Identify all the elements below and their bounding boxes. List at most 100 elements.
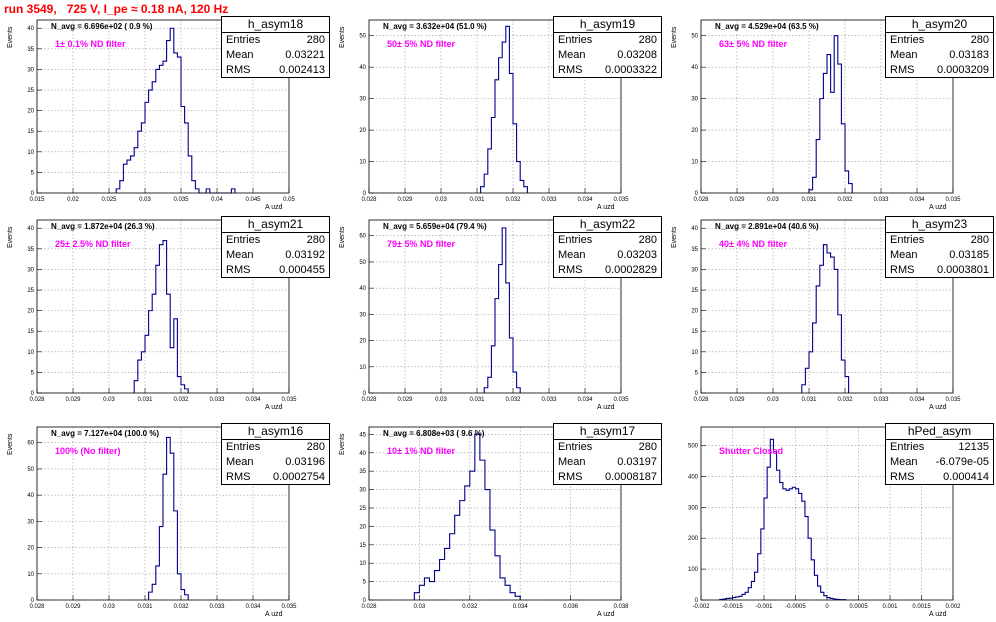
x-tick-label: 0.03 xyxy=(103,604,115,610)
y-tick-label: 40 xyxy=(27,493,34,499)
y-tick-label: 30 xyxy=(691,97,698,103)
stat-label: RMS xyxy=(890,264,915,276)
n-avg-label: N_avg = 3.632e+04 (51.0 %) xyxy=(383,22,487,31)
filter-label: 100% (No filter) xyxy=(55,446,121,456)
stat-row-entries: Entries 280 xyxy=(226,33,325,48)
x-tick-label: 0.03 xyxy=(139,197,151,203)
stat-value: 280 xyxy=(306,234,325,246)
n-avg-label: N_avg = 6.808e+03 ( 9.6 %) xyxy=(383,429,485,438)
y-tick-label: 400 xyxy=(688,474,699,480)
x-tick-label: 0.029 xyxy=(729,197,745,203)
stat-row-mean: Mean 0.03203 xyxy=(558,248,657,263)
plot-frame xyxy=(700,219,954,394)
x-axis-label: A uzd xyxy=(265,204,283,211)
y-tick-label: 30 xyxy=(359,488,366,494)
x-tick-label: 0.033 xyxy=(541,197,557,203)
stat-value: 0.03208 xyxy=(617,49,657,61)
x-tick-label: 0.032 xyxy=(837,397,853,403)
x-axis-label: A uzd xyxy=(597,204,615,211)
x-tick-label: 0.038 xyxy=(613,604,629,610)
x-axis-label: A uzd xyxy=(929,204,947,211)
x-tick-label: 0.031 xyxy=(801,397,817,403)
y-tick-label: 10 xyxy=(691,160,698,166)
stat-box: h_asym21 Entries 280 Mean 0.03192 RMS 0.000455 xyxy=(221,216,330,278)
x-tick-label: 0.015 xyxy=(29,197,45,203)
y-tick-label: 40 xyxy=(691,65,698,71)
histogram-plot: 0.028 0.029 0.03 0.031 0.032 0.033 0.034 0.035 0… xyxy=(691,219,961,403)
stat-box: h_asym20 Entries 280 Mean 0.03183 RMS 0.000320… xyxy=(885,16,994,78)
y-tick-label: 40 xyxy=(359,286,366,292)
stat-row-mean: Mean 0.03208 xyxy=(558,48,657,63)
x-tick-label: 0.028 xyxy=(361,197,377,203)
histogram-pad: 0.028 0.029 0.03 0.031 0.032 0.033 0.034 0.035 0… xyxy=(664,208,996,415)
x-tick-label: 0.03 xyxy=(435,197,447,203)
stat-label: Entries xyxy=(226,441,261,453)
x-tick-label: 0 xyxy=(825,604,829,610)
stat-label: Entries xyxy=(890,441,925,453)
stat-value: 280 xyxy=(970,34,989,46)
x-tick-label: 0.03 xyxy=(414,604,426,610)
stat-label: Mean xyxy=(226,456,254,468)
stat-label: Mean xyxy=(558,249,586,261)
y-axis-label: Events xyxy=(671,226,678,248)
x-axis-label: A uzd xyxy=(265,611,283,618)
stat-row-rms: RMS 0.0003209 xyxy=(890,63,989,78)
stat-value: 0.0003801 xyxy=(937,264,989,276)
x-tick-label: 0.035 xyxy=(945,397,961,403)
y-tick-label: 35 xyxy=(359,469,366,475)
x-tick-label: 0.033 xyxy=(209,604,225,610)
y-tick-label: 10 xyxy=(359,561,366,567)
stat-row-rms: RMS 0.0002829 xyxy=(558,263,657,278)
y-tick-label: 0 xyxy=(363,598,367,604)
x-tick-label: 0.045 xyxy=(245,197,261,203)
stat-row-rms: RMS 0.0003322 xyxy=(558,63,657,78)
y-tick-label: 0 xyxy=(695,191,699,197)
histogram-pad: 0.028 0.029 0.03 0.031 0.032 0.033 0.034 0.035 0… xyxy=(332,8,664,215)
stat-box: h_asym22 Entries 280 Mean 0.03203 RMS 0.000282… xyxy=(553,216,662,278)
histogram-series xyxy=(133,240,189,393)
stat-label: Entries xyxy=(558,34,593,46)
stat-row-entries: Entries 280 xyxy=(558,33,657,48)
x-tick-label: 0.04 xyxy=(211,197,223,203)
histogram-series xyxy=(413,433,521,600)
stat-row-rms: RMS 0.0003801 xyxy=(890,263,989,278)
y-tick-label: 10 xyxy=(27,350,34,356)
x-tick-label: 0.035 xyxy=(173,197,189,203)
histogram-series xyxy=(801,244,850,393)
y-tick-label: 50 xyxy=(27,467,34,473)
y-tick-label: 40 xyxy=(691,226,698,232)
stat-row-mean: Mean 0.03196 xyxy=(226,455,325,470)
stat-value: 0.03192 xyxy=(285,249,325,261)
y-tick-label: 50 xyxy=(359,34,366,40)
stat-value: 280 xyxy=(638,441,657,453)
y-tick-label: 20 xyxy=(27,546,34,552)
stat-box: h_asym16 Entries 280 Mean 0.03196 RMS 0.000275… xyxy=(221,423,330,485)
n-avg-label: N_avg = 4.529e+04 (63.5 %) xyxy=(715,22,819,31)
stat-row-rms: RMS 0.000414 xyxy=(890,470,989,485)
y-tick-label: 25 xyxy=(359,506,366,512)
x-tick-label: -0.0005 xyxy=(785,604,806,610)
y-tick-label: 30 xyxy=(691,267,698,273)
y-tick-label: 5 xyxy=(363,580,367,586)
x-tick-label: 0.034 xyxy=(909,397,925,403)
y-tick-label: 30 xyxy=(27,519,34,525)
x-tick-label: 0.031 xyxy=(137,604,153,610)
histogram-plot: 0.028 0.029 0.03 0.031 0.032 0.033 0.034 0.035 0… xyxy=(27,219,297,403)
x-tick-label: 0.03 xyxy=(767,397,779,403)
stat-label: RMS xyxy=(226,264,251,276)
x-tick-label: 0.032 xyxy=(837,197,853,203)
x-tick-label: 0.029 xyxy=(65,604,81,610)
stat-label: RMS xyxy=(226,471,251,483)
plot-frame xyxy=(368,426,622,601)
y-axis-label: Events xyxy=(339,226,346,248)
stat-label: RMS xyxy=(558,264,583,276)
stat-value: 12135 xyxy=(958,441,989,453)
stat-row-mean: Mean -6.079e-05 xyxy=(890,455,989,470)
x-tick-label: 0.033 xyxy=(541,397,557,403)
y-tick-label: 100 xyxy=(688,567,699,573)
stat-box-title: h_asym22 xyxy=(553,216,662,233)
y-tick-label: 40 xyxy=(27,226,34,232)
filter-label: 79± 5% ND filter xyxy=(387,239,455,249)
y-tick-label: 0 xyxy=(31,391,35,397)
stat-box: hPed_asym Entries 12135 Mean -6.079e-05 RMS 0.… xyxy=(885,423,994,485)
